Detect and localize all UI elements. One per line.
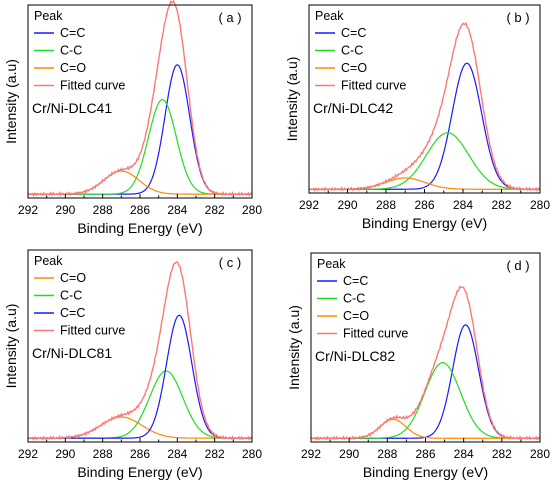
x-tick-label: 282 [205, 447, 225, 461]
series-line-c-c [311, 362, 540, 439]
x-tick-label: 280 [242, 203, 262, 217]
panel-label: ( a ) [218, 10, 241, 25]
x-tick-label: 280 [530, 447, 550, 461]
legend-entry: C=O [60, 271, 86, 285]
x-tick-label: 282 [492, 447, 512, 461]
x-tick-label: 286 [415, 447, 435, 461]
x-tick-label: 284 [167, 203, 187, 217]
x-axis-label: Binding Energy (eV) [363, 464, 488, 480]
sample-label: Cr/Ni-DLC82 [315, 348, 395, 364]
series-line-fitted-curve [27, 261, 253, 442]
x-tick-label: 282 [491, 198, 511, 212]
series-line-c-o [28, 416, 252, 439]
x-tick-label: 286 [130, 203, 150, 217]
y-axis-label: Intensity (a.u) [3, 304, 19, 389]
sample-label: Cr/Ni-DLC81 [32, 345, 112, 361]
y-axis-label: Intensity (a.u) [286, 305, 302, 390]
x-tick-label: 288 [93, 447, 113, 461]
x-tick-label: 288 [93, 203, 113, 217]
legend-title: Peak [317, 257, 346, 271]
x-tick-label: 290 [55, 447, 75, 461]
series-line-c-o [311, 418, 540, 439]
panel-label: ( d ) [506, 258, 529, 273]
legend-entry: C-C [341, 44, 363, 58]
legend-title: Peak [34, 254, 63, 268]
x-tick-label: 288 [377, 447, 397, 461]
x-tick-label: 284 [167, 447, 187, 461]
panel-label: ( b ) [506, 10, 529, 25]
x-tick-label: 290 [337, 198, 357, 212]
x-tick-label: 280 [530, 198, 550, 212]
legend-entry: C=C [60, 306, 85, 320]
series-line-c-c [28, 370, 252, 439]
legend-entry: C=C [60, 26, 85, 40]
chart-panel-b: 292 290 288 286 284 282 280 Binding Energy (eV)… [284, 4, 550, 231]
x-tick-label: 290 [55, 203, 75, 217]
sample-label: Cr/Ni-DLC41 [32, 100, 112, 116]
x-tick-label: 286 [414, 198, 434, 212]
x-tick-label: 292 [18, 447, 38, 461]
x-tick-label: 288 [376, 198, 396, 212]
x-tick-label: 282 [205, 203, 225, 217]
x-tick-label: 286 [130, 447, 150, 461]
y-axis-label: Intensity (a.u) [284, 57, 300, 142]
legend-entry: C=C [343, 274, 368, 288]
panel-label: ( c ) [219, 255, 241, 270]
x-tick-label: 284 [454, 447, 474, 461]
legend-title: Peak [34, 9, 63, 23]
series-line-c-c [309, 132, 541, 190]
x-tick-label: 292 [299, 198, 319, 212]
chart-panel-d: 292 290 288 286 284 282 280 Binding Energy (eV)… [286, 252, 550, 480]
legend-entry: C-C [343, 292, 365, 306]
x-tick-label: 280 [242, 447, 262, 461]
x-axis-label: Binding Energy (eV) [77, 464, 202, 480]
y-axis-label: Intensity (a.u) [3, 59, 19, 144]
legend-entry: Fitted curve [343, 327, 408, 341]
series-line-c-c [311, 324, 540, 439]
legend-entry: Fitted curve [341, 79, 406, 93]
chart-panel-a: 292 290 288 286 284 282 280 Binding Energy (eV)… [3, 0, 262, 236]
chart-panel-c: 292 290 288 286 284 282 280 Binding Energy (eV)… [3, 249, 262, 480]
legend-entry: C=C [341, 26, 366, 40]
legend-entry: C=O [60, 61, 86, 75]
series-line-c-o [28, 170, 252, 195]
legend-entry: C-C [60, 289, 82, 303]
legend-entry: C=O [341, 61, 367, 75]
legend-entry: C=O [343, 309, 369, 323]
legend-entry: C-C [60, 44, 82, 58]
x-axis-label: Binding Energy (eV) [362, 215, 487, 231]
legend-entry: Fitted curve [60, 79, 125, 93]
x-tick-label: 292 [18, 203, 38, 217]
x-tick-label: 284 [453, 198, 473, 212]
x-tick-label: 290 [339, 447, 359, 461]
x-axis-label: Binding Energy (eV) [77, 220, 202, 236]
x-tick-label: 292 [301, 447, 321, 461]
legend-entry: Fitted curve [60, 324, 125, 338]
sample-label: Cr/Ni-DLC42 [313, 100, 393, 116]
legend-title: Peak [315, 9, 344, 23]
